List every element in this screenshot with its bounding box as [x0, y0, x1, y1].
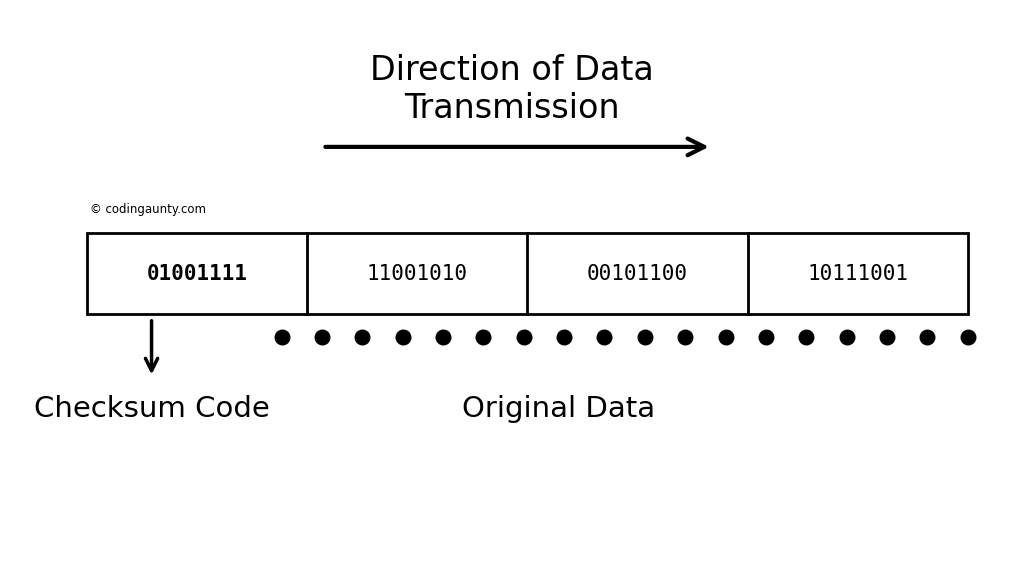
- Point: [273, 332, 290, 342]
- Point: [879, 332, 895, 342]
- Text: Direction of Data
Transmission: Direction of Data Transmission: [370, 54, 654, 125]
- Point: [596, 332, 612, 342]
- Point: [798, 332, 814, 342]
- Text: 10111001: 10111001: [807, 264, 908, 283]
- Point: [435, 332, 452, 342]
- Point: [515, 332, 531, 342]
- Point: [475, 332, 492, 342]
- Point: [313, 332, 330, 342]
- Point: [637, 332, 653, 342]
- Text: 01001111: 01001111: [146, 264, 248, 283]
- Text: Checksum Code: Checksum Code: [34, 395, 269, 423]
- Point: [677, 332, 693, 342]
- Text: © codingaunty.com: © codingaunty.com: [90, 203, 206, 216]
- Text: Original Data: Original Data: [462, 395, 654, 423]
- Point: [718, 332, 734, 342]
- Point: [959, 332, 976, 342]
- Point: [758, 332, 774, 342]
- Text: 00101100: 00101100: [587, 264, 688, 283]
- Point: [556, 332, 572, 342]
- Point: [839, 332, 855, 342]
- Text: 11001010: 11001010: [367, 264, 468, 283]
- Point: [354, 332, 371, 342]
- Bar: [87, 233, 968, 314]
- Point: [394, 332, 411, 342]
- Point: [920, 332, 936, 342]
